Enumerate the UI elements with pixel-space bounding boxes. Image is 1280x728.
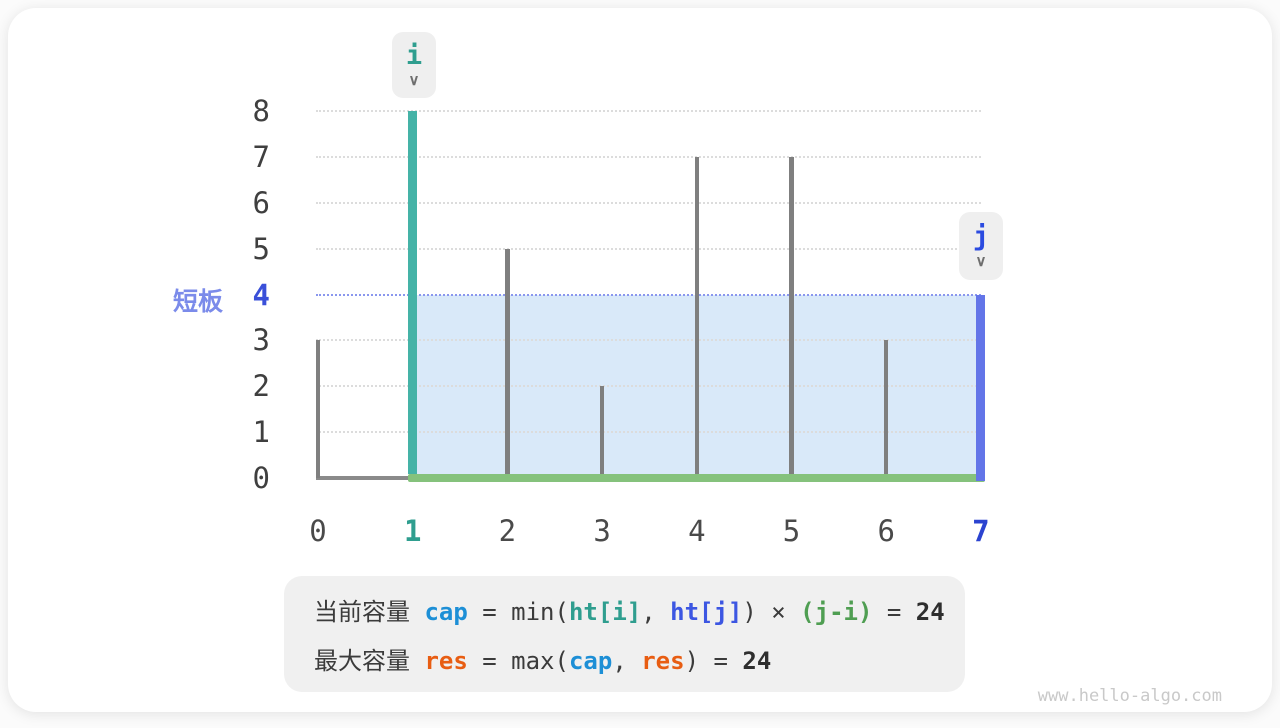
- formula-token: cap: [424, 598, 468, 626]
- formula-token: 最大容量: [314, 647, 425, 675]
- formula-box: 当前容量 cap = min(ht[i], ht[j]) × (j-i) = 2…: [284, 576, 965, 692]
- y-tick-label: 6: [252, 185, 270, 220]
- x-tick-label: 3: [593, 514, 611, 548]
- y-tick-label: 5: [252, 231, 270, 266]
- formula-token: 24: [915, 598, 945, 626]
- formula-token: ht[i]: [568, 598, 642, 626]
- gridline: [316, 385, 981, 388]
- formula-token: ) ×: [742, 598, 801, 626]
- formula-token: (j-i): [800, 598, 873, 626]
- x-axis-baseline: [316, 476, 416, 480]
- bar: [599, 386, 605, 478]
- y-tick-label: 0: [252, 461, 270, 495]
- water-bottom-green-line: [408, 473, 986, 482]
- gridline: [316, 155, 981, 158]
- bar-pointer-i: [408, 111, 418, 474]
- y-tick-label: 2: [252, 369, 270, 404]
- formula-token: ) =: [684, 647, 743, 675]
- chevron-down-icon: ∨: [408, 72, 420, 89]
- formula-token: res: [641, 647, 685, 675]
- formula-token: ht[j]: [670, 598, 743, 626]
- canvas-card: 短板 i ∨ j ∨ 当前容量 cap = min(ht[i], ht[j]) …: [8, 8, 1272, 712]
- x-tick-label: 5: [782, 514, 801, 548]
- formula-token: =: [872, 598, 916, 626]
- x-tick-label: 7: [972, 514, 990, 548]
- x-tick-label: 4: [688, 514, 706, 548]
- gridline: [316, 110, 981, 112]
- x-tick-label: 1: [403, 514, 422, 548]
- gridline: [316, 431, 981, 434]
- formula-line-current-capacity: 当前容量 cap = min(ht[i], ht[j]) × (j-i) = 2…: [314, 592, 945, 627]
- formula-token: ,: [612, 647, 642, 675]
- formula-token: 当前容量: [314, 598, 425, 626]
- bar: [315, 340, 321, 478]
- formula-token: = min(: [467, 598, 569, 626]
- y-tick-label: 3: [252, 323, 270, 358]
- gridline: [316, 339, 981, 342]
- bar-pointer-j: [976, 294, 986, 481]
- pointer-j-badge: j ∨: [959, 212, 1003, 280]
- container-chart: 短板 i ∨ j ∨ 当前容量 cap = min(ht[i], ht[j]) …: [8, 8, 1280, 728]
- pointer-j-label: j: [972, 221, 990, 252]
- formula-token: res: [424, 647, 468, 675]
- x-tick-label: 2: [498, 514, 517, 548]
- gridline: [316, 201, 981, 204]
- formula-token: = max(: [467, 647, 569, 675]
- pointer-i-badge: i ∨: [392, 32, 436, 98]
- bar: [789, 156, 794, 478]
- bar: [505, 248, 510, 478]
- x-tick-label: 6: [877, 514, 895, 548]
- watermark: www.hello-algo.com: [1037, 686, 1222, 706]
- pointer-i-label: i: [405, 40, 423, 71]
- chevron-down-icon: ∨: [975, 253, 987, 270]
- formula-token: ,: [641, 598, 671, 626]
- y-tick-label: 8: [252, 94, 270, 128]
- y-tick-label: 1: [252, 415, 270, 450]
- y-tick-label: 7: [252, 139, 270, 174]
- x-tick-label: 0: [309, 514, 327, 548]
- formula-token: cap: [568, 647, 613, 675]
- water-level-dotted-line: [316, 293, 981, 296]
- y-tick-label: 4: [252, 277, 270, 312]
- formula-line-max-capacity: 最大容量 res = max(cap, res) = 24: [314, 641, 935, 676]
- bar: [694, 156, 700, 478]
- bar: [883, 340, 889, 478]
- short-board-label: 短板: [172, 288, 223, 316]
- formula-token: 24: [742, 647, 772, 675]
- gridline: [316, 247, 981, 250]
